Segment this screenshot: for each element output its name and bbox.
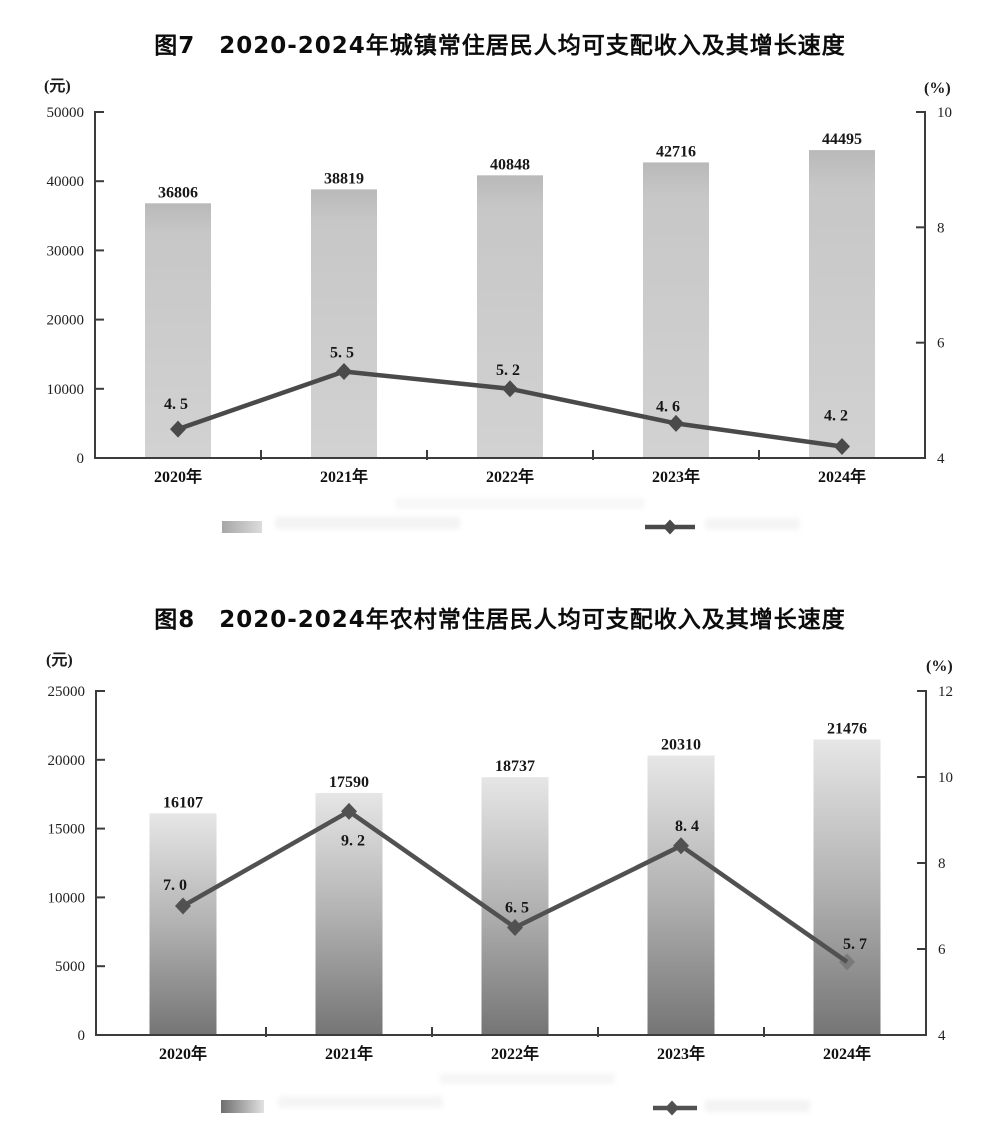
figure-8-plot: 16107 17590 18737 20310 21476 0 5000 10000 15000…	[48, 684, 953, 1116]
left-axis-tick-label: 10000	[48, 890, 86, 906]
line-point-marker	[834, 437, 850, 455]
line-point-label: 8. 4	[675, 818, 699, 835]
line-point-marker	[839, 953, 855, 971]
bar-value-label: 18737	[495, 758, 535, 775]
x-axis-category-label: 2023年	[652, 467, 700, 486]
right-axis-tick-label: 6	[937, 336, 945, 352]
right-axis-tick-label: 4	[937, 451, 945, 467]
line-point-label: 7. 0	[163, 877, 187, 894]
right-axis-tick-label: 6	[938, 942, 946, 958]
figure-7-title: 图7 2020-2024年城镇常住居民人均可支配收入及其增长速度	[154, 33, 846, 59]
line-point-label: 5. 7	[843, 936, 867, 953]
bar-2020年	[149, 813, 217, 1035]
right-axis-tick-label: 12	[938, 684, 953, 700]
bar-2022年	[481, 777, 549, 1035]
legend-ghost-text	[278, 1096, 443, 1108]
left-axis-tick-label: 20000	[48, 753, 86, 769]
axis-frame	[94, 111, 926, 459]
left-axis-unit-label: (元)	[46, 652, 73, 669]
line-point-label: 6. 5	[505, 900, 529, 917]
left-axis-tick-label: 10000	[47, 382, 85, 398]
line-point-label: 5. 5	[330, 345, 354, 362]
figure-8-rural-income-chart: 图8 2020-2024年农村常住居民人均可支配收入及其增长速度 (元) (%)…	[0, 575, 1000, 1145]
bar-value-label: 36806	[158, 184, 198, 201]
bar-value-label: 17590	[329, 774, 369, 791]
right-axis-unit-label: (%)	[926, 658, 953, 675]
right-axis-unit-label: (%)	[924, 80, 951, 97]
bar-2021年	[315, 792, 383, 1035]
bar-value-label: 38819	[324, 170, 364, 187]
line-point-marker	[336, 363, 352, 380]
legend-bar-swatch	[222, 521, 262, 533]
axis-frame	[95, 690, 927, 1036]
legend-line-marker	[663, 519, 677, 535]
line-point-label: 4. 2	[824, 407, 848, 424]
bar-2022年	[477, 175, 543, 458]
legend-line-marker	[665, 1100, 679, 1116]
x-axis-category-label: 2021年	[325, 1044, 373, 1063]
bar-2024年	[813, 739, 881, 1035]
line-point-marker	[668, 414, 684, 432]
right-axis-tick-label: 10	[937, 105, 952, 121]
bar-2023年	[643, 162, 709, 458]
legend-bar-swatch	[221, 1100, 264, 1113]
bar-value-label: 42716	[656, 143, 696, 160]
left-axis-unit-label: (元)	[44, 78, 71, 95]
legend-ghost-text	[395, 498, 645, 509]
left-axis-tick-label: 20000	[47, 313, 85, 329]
line-point-label: 9. 2	[341, 832, 365, 849]
line-point-label: 5. 2	[496, 362, 520, 379]
right-axis-tick-label: 8	[937, 220, 945, 236]
bar-value-label: 44495	[822, 131, 862, 148]
x-axis-category-label: 2022年	[486, 467, 534, 486]
left-axis-tick-label: 30000	[47, 243, 85, 259]
bar-2020年	[145, 203, 211, 458]
bar-value-label: 20310	[661, 737, 701, 754]
legend-ghost-text	[275, 517, 460, 529]
x-axis-category-label: 2024年	[818, 467, 866, 486]
left-axis-tick-label: 0	[77, 451, 85, 467]
x-axis-category-label: 2020年	[154, 467, 202, 486]
right-axis-tick-label: 8	[938, 856, 946, 872]
figure-7-plot: 36806 38819 40848 42716 44495 0 10000 20000 3000…	[47, 105, 952, 535]
bar-value-label: 16107	[163, 794, 203, 811]
bar-2021年	[311, 189, 377, 459]
x-axis-category-label: 2021年	[320, 467, 368, 486]
left-axis-tick-label: 15000	[48, 822, 86, 838]
left-axis-tick-label: 5000	[55, 959, 85, 975]
bar-value-label: 21476	[827, 720, 867, 737]
bar-value-label: 40848	[490, 156, 530, 173]
left-axis-tick-label: 0	[78, 1028, 86, 1044]
x-axis-category-label: 2022年	[491, 1044, 539, 1063]
legend-ghost-text	[705, 518, 800, 530]
figure-8-title: 图8 2020-2024年农村常住居民人均可支配收入及其增长速度	[154, 607, 846, 633]
legend-ghost-text	[705, 1100, 810, 1112]
x-axis-category-label: 2020年	[159, 1044, 207, 1063]
line-point-marker	[175, 897, 191, 915]
bar-2023年	[647, 755, 715, 1035]
bar-2024年	[809, 150, 875, 458]
right-axis-tick-label: 10	[938, 770, 953, 786]
line-point-marker	[170, 420, 186, 438]
left-axis-tick-label: 50000	[47, 105, 85, 121]
left-axis-tick-label: 25000	[48, 684, 86, 700]
line-point-label: 4. 6	[656, 398, 680, 415]
line-point-marker	[673, 837, 689, 855]
legend-ghost-text	[440, 1073, 615, 1084]
figure-7-urban-income-chart: 图7 2020-2024年城镇常住居民人均可支配收入及其增长速度 (元) (%)…	[44, 33, 952, 535]
line-point-marker	[341, 802, 357, 820]
right-axis-tick-label: 4	[938, 1028, 946, 1044]
x-axis-category-label: 2024年	[823, 1044, 871, 1063]
x-axis-category-label: 2023年	[657, 1044, 705, 1063]
line-point-label: 4. 5	[164, 396, 188, 413]
left-axis-tick-label: 40000	[47, 174, 85, 190]
line-point-marker	[502, 380, 518, 398]
line-point-marker	[507, 919, 523, 936]
